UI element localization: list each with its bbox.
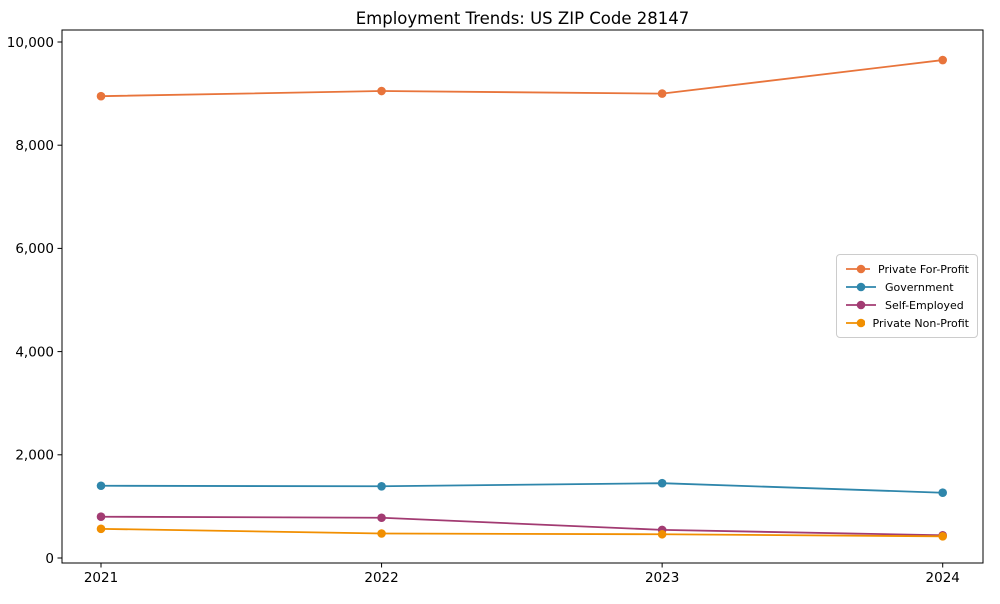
data-point-private-non-profit [938, 532, 947, 541]
legend-marker-icon [846, 300, 876, 310]
data-point-private-for-profit [96, 91, 106, 101]
series-line-private-non-profit [100, 527, 943, 538]
legend-marker-icon [846, 318, 865, 328]
y-tick-label: 0 [45, 551, 54, 567]
data-point-private-for-profit [377, 86, 386, 96]
data-point-self-employed [377, 513, 386, 523]
x-tick-label: 2024 [926, 570, 960, 586]
legend-item-government: Government [845, 281, 969, 294]
legend-item-private-for-profit: Private For-Profit [845, 263, 969, 276]
data-point-government [96, 481, 106, 491]
data-point-private-for-profit [657, 89, 667, 98]
legend-item-private-non-profit: Private Non-Profit [845, 317, 969, 330]
data-point-government [377, 481, 386, 491]
data-point-government [657, 478, 667, 488]
legend-marker-icon [846, 264, 870, 274]
series-line-private-for-profit [100, 59, 943, 98]
data-point-private-non-profit [96, 524, 106, 534]
y-tick-label: 10,000 [7, 35, 54, 51]
y-tick-label: 8,000 [15, 138, 54, 154]
data-point-private-non-profit [377, 529, 386, 538]
data-point-private-non-profit [657, 529, 667, 539]
legend-label: Government [885, 280, 954, 294]
data-point-private-for-profit [938, 55, 947, 65]
legend-item-self-employed: Self-Employed [845, 299, 969, 312]
legend: Private For-Profit Government Self-Employe… [836, 254, 978, 338]
legend-marker-icon [846, 282, 876, 292]
x-tick-label: 2022 [364, 570, 398, 586]
legend-label: Self-Employed [885, 298, 964, 312]
y-tick-label: 6,000 [15, 241, 54, 257]
chart-title: Employment Trends: US ZIP Code 28147 [355, 9, 690, 28]
series-line-self-employed [100, 515, 943, 537]
y-tick-label: 2,000 [15, 448, 54, 464]
data-point-self-employed [96, 512, 106, 522]
series-line-government [100, 482, 943, 494]
data-point-government [938, 488, 947, 498]
x-tick-label: 2021 [84, 570, 118, 586]
x-tick-label: 2023 [645, 570, 679, 586]
y-tick-label: 4,000 [15, 344, 54, 360]
plot-area [61, 29, 984, 564]
legend-label: Private Non-Profit [872, 316, 969, 330]
legend-label: Private For-Profit [878, 262, 969, 276]
